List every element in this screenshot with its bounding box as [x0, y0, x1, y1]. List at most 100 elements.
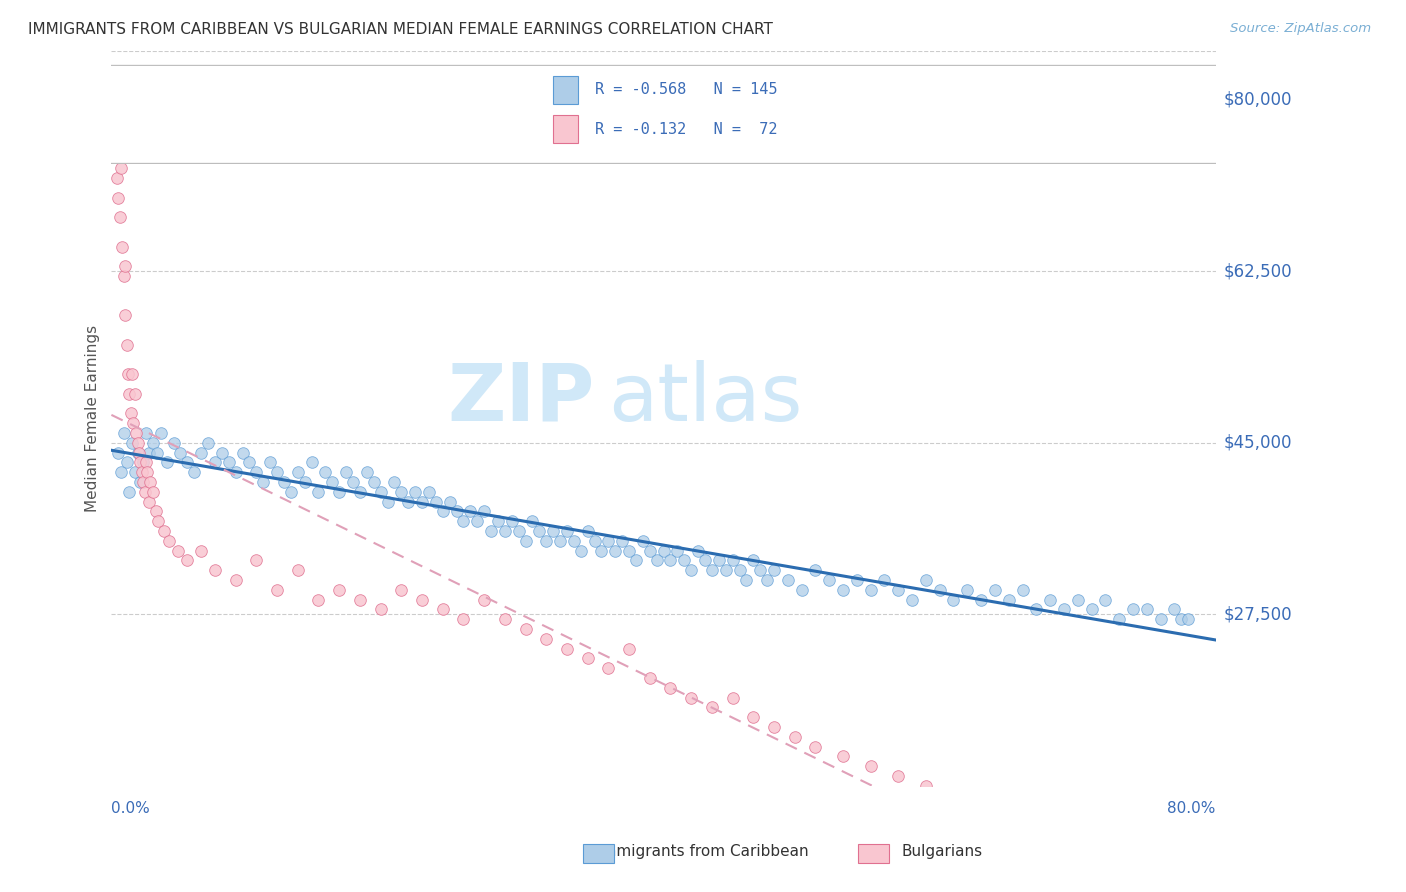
- Point: [479, 524, 502, 538]
- Point: [804, 563, 827, 577]
- Text: $27,500: $27,500: [1225, 606, 1292, 624]
- Point: [432, 602, 454, 616]
- Point: [204, 563, 226, 577]
- Point: [150, 425, 173, 440]
- Point: [749, 563, 772, 577]
- Point: [624, 553, 647, 567]
- Point: [110, 465, 132, 479]
- Point: [259, 455, 281, 469]
- Point: [238, 455, 260, 469]
- Point: [396, 494, 419, 508]
- Point: [742, 553, 765, 567]
- Point: [612, 533, 634, 548]
- Point: [472, 504, 495, 518]
- Point: [515, 622, 537, 636]
- Point: [617, 543, 640, 558]
- Point: [666, 543, 689, 558]
- Point: [294, 475, 316, 489]
- Point: [349, 484, 371, 499]
- Point: [117, 367, 139, 381]
- FancyBboxPatch shape: [0, 65, 1406, 163]
- Point: [308, 592, 330, 607]
- Point: [432, 504, 454, 518]
- Point: [970, 798, 993, 813]
- Point: [342, 475, 364, 489]
- Point: [605, 543, 627, 558]
- Point: [515, 533, 537, 548]
- Point: [204, 455, 226, 469]
- Point: [115, 455, 138, 469]
- Point: [328, 582, 350, 597]
- Point: [404, 484, 426, 499]
- Text: 0.0%: 0.0%: [111, 800, 150, 815]
- Point: [832, 749, 855, 764]
- Point: [859, 582, 882, 597]
- Point: [211, 445, 233, 459]
- Point: [127, 445, 149, 459]
- Point: [529, 524, 551, 538]
- Point: [245, 553, 267, 567]
- Point: [363, 475, 385, 489]
- Point: [389, 484, 412, 499]
- Point: [970, 592, 993, 607]
- Point: [583, 533, 606, 548]
- Point: [659, 681, 682, 695]
- Point: [1053, 602, 1076, 616]
- Text: IMMIGRANTS FROM CARIBBEAN VS BULGARIAN MEDIAN FEMALE EARNINGS CORRELATION CHART: IMMIGRANTS FROM CARIBBEAN VS BULGARIAN M…: [28, 22, 773, 37]
- Point: [645, 553, 668, 567]
- Point: [887, 582, 910, 597]
- Point: [501, 514, 523, 528]
- Point: [997, 592, 1019, 607]
- Point: [425, 494, 447, 508]
- Point: [541, 524, 564, 538]
- Point: [638, 671, 661, 685]
- Point: [494, 524, 516, 538]
- Text: $80,000: $80,000: [1225, 91, 1292, 109]
- Point: [112, 269, 135, 284]
- Point: [569, 543, 592, 558]
- Point: [928, 582, 950, 597]
- Point: [377, 494, 399, 508]
- Point: [631, 533, 654, 548]
- Point: [121, 435, 143, 450]
- Point: [652, 543, 675, 558]
- Point: [131, 465, 153, 479]
- Point: [129, 455, 152, 469]
- Point: [225, 573, 247, 587]
- Point: [576, 651, 599, 665]
- Point: [218, 455, 240, 469]
- Point: [411, 494, 433, 508]
- Text: Immigrants from Caribbean: Immigrants from Caribbean: [598, 845, 808, 859]
- Point: [314, 465, 336, 479]
- Point: [118, 386, 141, 401]
- Point: [384, 475, 406, 489]
- Point: [548, 533, 571, 548]
- Point: [370, 602, 392, 616]
- Point: [232, 445, 254, 459]
- Point: [245, 465, 267, 479]
- Point: [136, 465, 159, 479]
- Point: [700, 563, 723, 577]
- Point: [389, 582, 412, 597]
- Point: [145, 504, 167, 518]
- Point: [370, 484, 392, 499]
- Point: [776, 573, 799, 587]
- Text: R = -0.568   N = 145: R = -0.568 N = 145: [595, 82, 778, 97]
- Point: [225, 465, 247, 479]
- Point: [536, 632, 558, 646]
- Text: Source: ZipAtlas.com: Source: ZipAtlas.com: [1230, 22, 1371, 36]
- Point: [105, 171, 128, 186]
- Point: [763, 563, 786, 577]
- Point: [688, 543, 710, 558]
- Point: [135, 425, 157, 440]
- Point: [266, 582, 288, 597]
- Point: [1039, 592, 1062, 607]
- Point: [1108, 612, 1130, 626]
- Point: [915, 573, 938, 587]
- Point: [714, 563, 737, 577]
- Point: [273, 475, 295, 489]
- Point: [659, 553, 682, 567]
- Point: [1136, 602, 1159, 616]
- Point: [1122, 602, 1144, 616]
- Point: [156, 455, 179, 469]
